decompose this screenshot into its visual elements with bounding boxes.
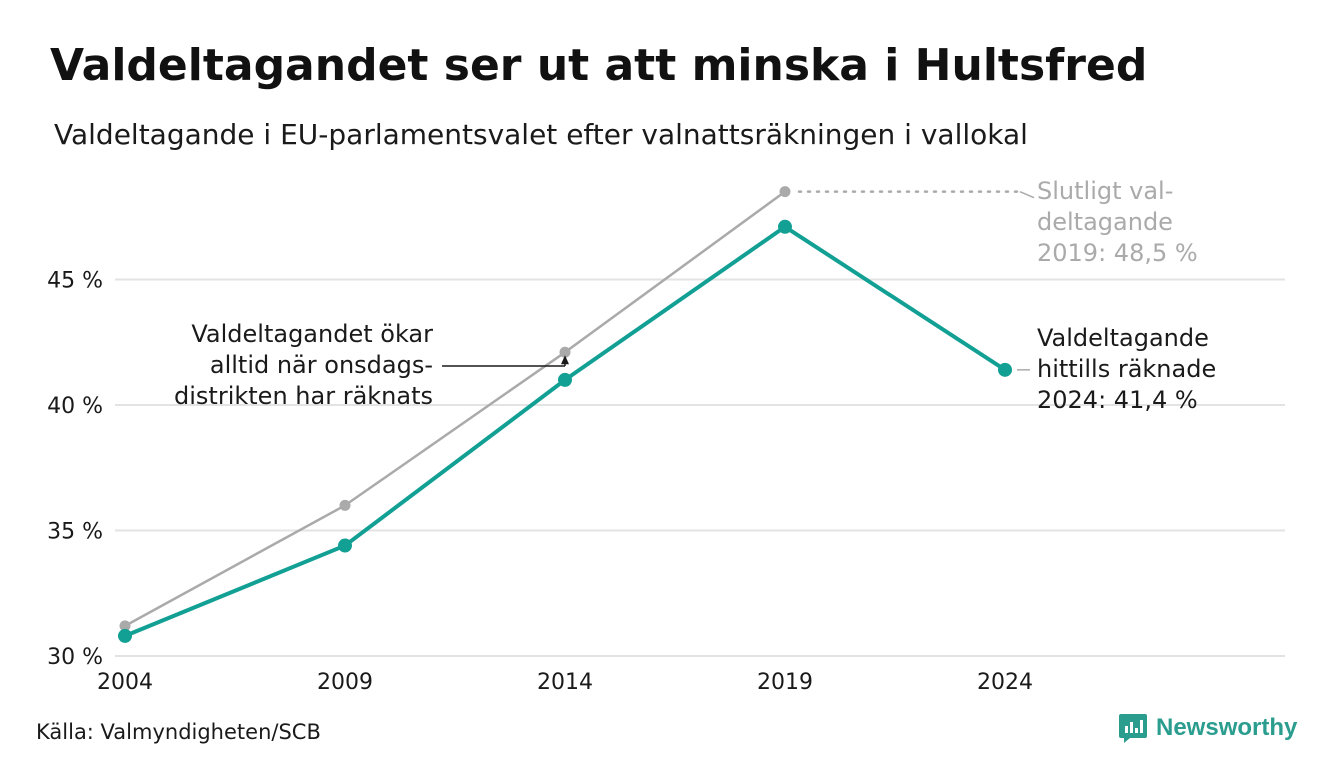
final-label-line: 2019: 48,5 % <box>1037 239 1198 267</box>
x-tick-label: 2024 <box>977 670 1033 695</box>
data-point-final <box>339 499 351 511</box>
x-axis-ticks: 2004 2009 2014 2019 2024 <box>97 670 1033 695</box>
data-point-counted <box>118 628 132 643</box>
y-tick-label: 30 % <box>47 645 103 670</box>
data-point-final <box>119 620 131 632</box>
data-point-counted <box>338 538 352 553</box>
final-label-line: Slutligt val- <box>1037 177 1173 205</box>
x-tick-label: 2019 <box>757 670 813 695</box>
y-tick-label: 45 % <box>47 269 103 294</box>
chart-subtitle: Valdeltagande i EU-parlamentsvalet efter… <box>54 118 1028 151</box>
y-tick-label: 40 % <box>47 394 103 419</box>
series-line-counted <box>124 224 1007 638</box>
series-lines <box>118 186 1012 643</box>
counted-label-line: Valdeltagande <box>1037 324 1209 352</box>
final-leader-tick <box>1019 190 1035 199</box>
data-point-counted <box>558 372 572 387</box>
onsdags-annotation-line: alltid när onsdags- <box>210 351 433 379</box>
x-tick-label: 2004 <box>97 670 153 695</box>
x-tick-label: 2009 <box>317 670 373 695</box>
y-axis-ticks: 30 % 35 % 40 % 45 % <box>47 269 103 671</box>
data-point-counted <box>998 362 1012 377</box>
y-tick-label: 35 % <box>47 520 103 545</box>
onsdags-annotation-line: Valdeltagandet ökar <box>191 320 433 348</box>
counted-label-line: hittills räknade <box>1037 355 1216 383</box>
counted-label-line: 2024: 41,4 % <box>1037 386 1198 414</box>
newsworthy-icon <box>1119 714 1147 743</box>
data-point-final <box>779 186 791 198</box>
newsworthy-logo: Newsworthy <box>1118 712 1297 744</box>
brand-name: Newsworthy <box>1156 714 1298 741</box>
data-point-final <box>559 346 571 358</box>
data-point-counted <box>778 219 792 234</box>
final-label-line: deltagande <box>1037 208 1173 236</box>
series-line-final <box>124 190 786 627</box>
source-note: Källa: Valmyndigheten/SCB <box>36 720 321 744</box>
chart-title: Valdeltagandet ser ut att minska i Hults… <box>50 40 1148 91</box>
x-tick-label: 2014 <box>537 670 593 695</box>
line-chart: 30 % 35 % 40 % 45 % 2004 2009 2014 2019 2024 Sl… <box>47 177 1285 695</box>
grid-lines <box>115 278 1285 657</box>
onsdags-annotation-line: distrikten har räknats <box>174 382 433 410</box>
annotation-arrow-head <box>561 355 569 365</box>
annotations: Slutligt val-deltagande 2019: 48,5 % Valde… <box>174 177 1216 414</box>
